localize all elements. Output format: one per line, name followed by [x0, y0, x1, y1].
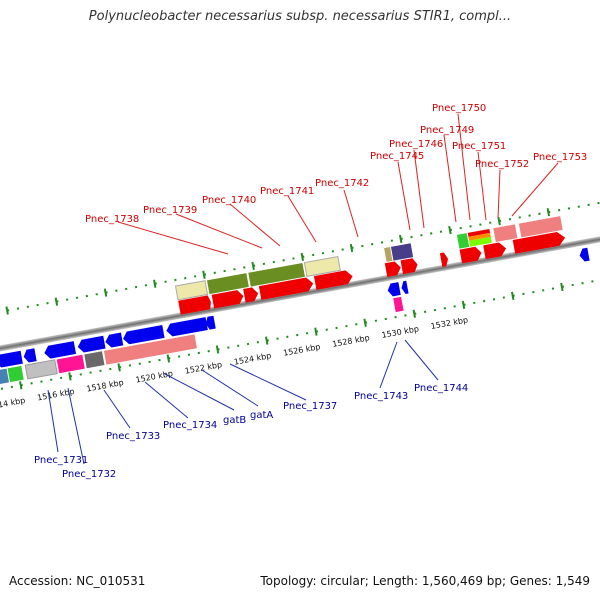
gene-label[interactable]: Pnec_1749 [420, 125, 474, 136]
minus-strand-genes[interactable] [0, 296, 404, 389]
gene-label[interactable]: Pnec_1753 [533, 152, 587, 163]
plus-strand-genes[interactable] [174, 216, 563, 301]
cds-arrow[interactable] [400, 280, 409, 295]
tick-label: 1524 kbp [233, 351, 272, 367]
lower-tick-row [0, 271, 600, 399]
cds-arrow[interactable] [165, 317, 208, 337]
gene-label[interactable]: Pnec_1731 [34, 455, 88, 466]
cds-arrow[interactable] [243, 286, 259, 303]
gene-block[interactable] [518, 216, 563, 238]
map-title: Polynucleobacter necessarius subsp. nece… [88, 9, 512, 24]
minus-strand-cds[interactable] [0, 247, 590, 375]
gene-block[interactable] [384, 247, 393, 262]
cds-arrow[interactable] [205, 315, 216, 330]
gene-label[interactable]: Pnec_1743 [354, 391, 408, 402]
tick-label: 1530 kbp [381, 324, 420, 340]
gene-label[interactable]: Pnec_1742 [315, 178, 369, 189]
upper-tick-row [0, 196, 600, 325]
cds-arrow[interactable] [0, 350, 23, 369]
genome-info-text: Topology: circular; Length: 1,560,469 bp… [260, 574, 590, 588]
cds-arrow[interactable] [384, 261, 402, 278]
gene-label[interactable]: Pnec_1740 [202, 195, 256, 206]
gene-block[interactable] [468, 232, 491, 241]
gene-label[interactable]: Pnec_1746 [389, 139, 443, 150]
gene-label[interactable]: gatA [250, 410, 273, 421]
tick-label: 1528 kbp [332, 333, 371, 349]
major-ticks [5, 208, 564, 390]
cds-arrow[interactable] [122, 325, 165, 345]
gene-block[interactable] [469, 236, 492, 247]
gene-block[interactable] [456, 233, 470, 249]
bottom-leader-lines [47, 339, 439, 465]
gene-label[interactable]: Pnec_1733 [106, 431, 160, 442]
gene-block[interactable] [390, 243, 414, 261]
bottom-labels: Pnec_1731 Pnec_1732 Pnec_1733 Pnec_1734 … [34, 383, 468, 480]
tick-label: 1526 kbp [282, 342, 321, 358]
cds-arrow[interactable] [313, 269, 354, 290]
cds-arrow[interactable] [459, 246, 483, 264]
cds-arrow[interactable] [23, 348, 37, 363]
gene-label[interactable]: Pnec_1741 [260, 186, 314, 197]
gene-block[interactable] [303, 255, 341, 277]
tick-label: 1514 kbp [0, 396, 26, 412]
cds-arrow[interactable] [439, 252, 449, 268]
cds-arrow[interactable] [178, 295, 212, 315]
cds-arrow[interactable] [104, 332, 124, 349]
cds-arrow[interactable] [77, 335, 106, 354]
cds-arrow[interactable] [578, 247, 590, 262]
gene-label[interactable]: Pnec_1738 [85, 214, 139, 225]
tick-label: 1520 kbp [135, 369, 174, 385]
cds-arrow[interactable] [400, 258, 419, 275]
gene-block[interactable] [7, 365, 24, 383]
gene-label[interactable]: Pnec_1752 [475, 159, 529, 170]
gene-block[interactable] [0, 368, 10, 388]
gene-block[interactable] [103, 334, 197, 365]
top-labels: Pnec_1738 Pnec_1739 Pnec_1740 Pnec_1741 … [85, 103, 587, 225]
cds-arrow[interactable] [483, 241, 507, 260]
top-leader-lines [117, 113, 559, 255]
gene-label[interactable]: Pnec_1745 [370, 151, 424, 162]
gene-block[interactable] [24, 359, 58, 380]
gene-label[interactable]: Pnec_1732 [62, 469, 116, 480]
gene-label[interactable]: Pnec_1737 [283, 401, 337, 412]
gene-block[interactable] [84, 351, 105, 369]
gene-label[interactable]: Pnec_1750 [432, 103, 486, 114]
cds-arrow[interactable] [211, 289, 245, 309]
gene-block[interactable] [493, 224, 518, 243]
gene-block[interactable] [174, 280, 209, 301]
cds-arrow[interactable] [512, 231, 567, 254]
cds-arrow[interactable] [258, 276, 315, 300]
gene-block[interactable] [206, 273, 249, 295]
tick-label: 1522 kbp [184, 360, 223, 376]
gene-block[interactable] [393, 296, 404, 313]
gene-label[interactable]: Pnec_1734 [163, 420, 217, 431]
plus-strand-cds[interactable] [178, 231, 566, 315]
tick-label: 1532 kbp [430, 315, 469, 331]
gene-block[interactable] [467, 228, 491, 237]
gene-label[interactable]: Pnec_1751 [452, 141, 506, 152]
cds-arrow[interactable] [43, 341, 77, 359]
gene-label[interactable]: gatB [223, 415, 246, 426]
gene-label[interactable]: Pnec_1744 [414, 383, 468, 394]
cds-arrow[interactable] [387, 282, 401, 297]
accession-text: Accession: NC_010531 [9, 574, 146, 588]
gene-block[interactable] [56, 354, 85, 374]
gene-label[interactable]: Pnec_1739 [143, 205, 197, 216]
gene-block[interactable] [248, 262, 305, 287]
